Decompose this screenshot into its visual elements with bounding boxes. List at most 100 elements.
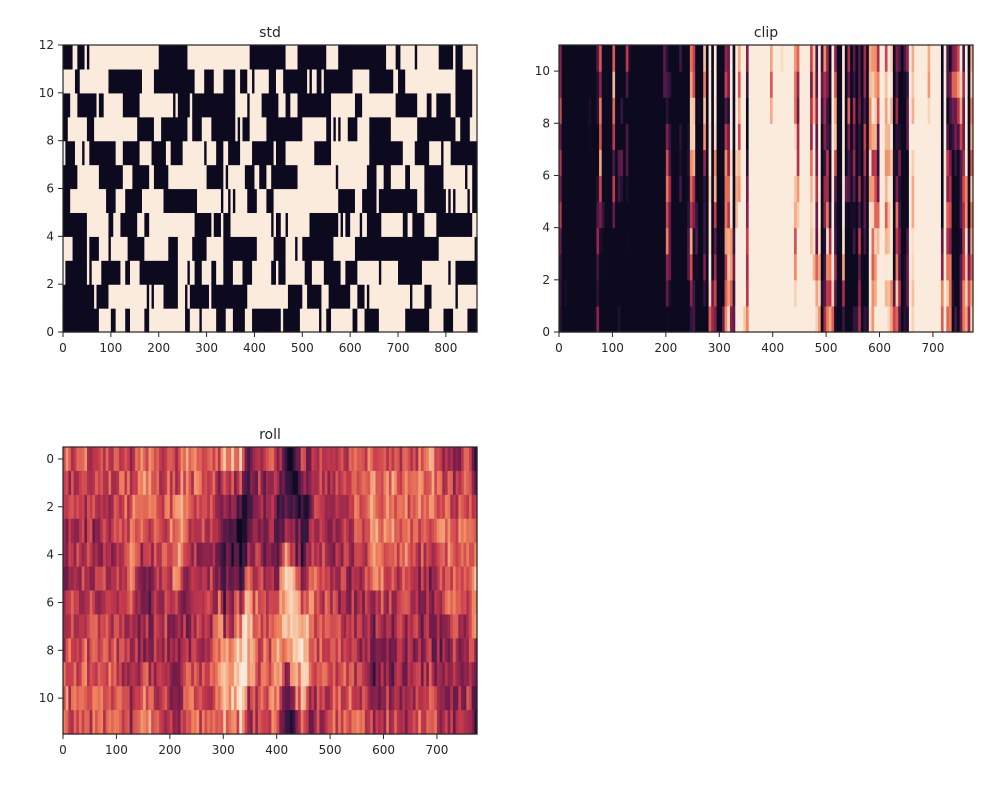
heatmap-cell [206, 188, 210, 214]
heatmap-cell [695, 97, 699, 124]
heatmap-cell [252, 212, 256, 237]
heatmap-cell [450, 308, 454, 333]
heatmap-cell [170, 68, 174, 94]
heatmap-cell [895, 97, 899, 124]
heatmap-cell [908, 71, 913, 98]
heatmap-cell [395, 212, 399, 237]
heatmap-cell [564, 305, 568, 333]
heatmap-cell [951, 71, 955, 98]
heatmap-cell [350, 68, 354, 94]
heatmap-cell [132, 590, 136, 616]
heatmap-cell [847, 253, 851, 281]
heatmap-cell [679, 45, 683, 72]
heatmap-cell [256, 188, 260, 214]
heatmap-cell [583, 279, 587, 307]
heatmap-cell [299, 188, 303, 214]
heatmap-cell [159, 518, 163, 544]
heatmap-cell [906, 227, 910, 255]
heatmap-cell [271, 566, 275, 592]
heatmap-cell [209, 638, 214, 663]
heatmap-cell [631, 201, 635, 229]
heatmap-cell [892, 227, 897, 255]
heatmap-cell [79, 710, 83, 735]
heatmap-cell [259, 284, 263, 309]
heatmap-cell [249, 638, 254, 663]
heatmap-cell [796, 279, 800, 307]
x-tick-label: 100 [99, 341, 122, 355]
heatmap-cell [732, 279, 736, 307]
heatmap-cell [191, 590, 195, 616]
heatmap-cell [264, 45, 268, 70]
heatmap-cell [472, 212, 476, 237]
heatmap-cell [266, 308, 270, 333]
heatmap-cell [173, 92, 177, 118]
heatmap-cell [201, 566, 206, 592]
heatmap-cell [874, 97, 878, 124]
heatmap-cell [235, 236, 239, 261]
heatmap-cell [890, 45, 894, 72]
heatmap-cell [940, 305, 945, 333]
heatmap-cell [175, 68, 179, 94]
heatmap-cell [209, 566, 214, 592]
heatmap-cell [721, 227, 726, 255]
heatmap-cell [366, 140, 370, 166]
heatmap-cell [405, 164, 409, 190]
heatmap-cell [354, 284, 358, 309]
heatmap-cell [743, 305, 747, 333]
heatmap-cell [185, 116, 189, 142]
heatmap-cell [244, 164, 248, 190]
heatmap-cell [852, 175, 857, 203]
heatmap-cell [304, 212, 308, 237]
heatmap-cell [855, 149, 859, 177]
heatmap-cell [232, 164, 236, 190]
heatmap-cell [852, 71, 857, 98]
heatmap-cell [279, 686, 283, 711]
heatmap-cell [241, 470, 246, 496]
heatmap-cell [719, 71, 723, 98]
heatmap-cell [119, 518, 123, 544]
heatmap-cell [775, 201, 779, 229]
heatmap-cell [209, 518, 214, 544]
heatmap-cell [311, 260, 315, 285]
heatmap-cell [342, 92, 346, 118]
heatmap-cell [254, 140, 258, 166]
heatmap-cell [292, 284, 296, 309]
heatmap-cell [850, 201, 854, 229]
heatmap-cell [433, 236, 437, 261]
heatmap-cell [101, 284, 105, 309]
heatmap-cell [287, 590, 291, 616]
y-tick-label: 0 [46, 325, 54, 339]
heatmap-cell [84, 614, 88, 639]
heatmap-cell [292, 188, 296, 214]
heatmap-cell [412, 308, 416, 333]
heatmap-cell [457, 260, 461, 285]
heatmap-cell [868, 253, 873, 281]
heatmap-cell [323, 188, 327, 214]
heatmap-cell [441, 164, 445, 190]
heatmap-cell [268, 68, 272, 94]
heatmap-cell [149, 284, 153, 309]
heatmap-cell [820, 97, 825, 124]
heatmap-cell [927, 305, 931, 333]
heatmap-cell [177, 470, 182, 496]
heatmap-cell [111, 686, 115, 711]
heatmap-cell [868, 97, 873, 124]
heatmap-cell [223, 590, 227, 616]
heatmap-cell [569, 201, 573, 229]
heatmap-cell [636, 175, 640, 203]
heatmap-cell [436, 260, 440, 285]
heatmap-cell [151, 140, 155, 166]
heatmap-cell [292, 542, 296, 568]
heatmap-cell [311, 116, 315, 142]
heatmap-cell [84, 188, 88, 214]
heatmap-cell [266, 116, 270, 142]
heatmap-cell [585, 175, 589, 203]
heatmap-cell [185, 494, 190, 520]
heatmap-cell [199, 518, 203, 544]
heatmap-cell [649, 45, 654, 72]
heatmap-cell [436, 45, 440, 70]
heatmap-cell [644, 227, 648, 255]
heatmap-cell [132, 470, 136, 496]
heatmap-cell [276, 447, 280, 472]
heatmap-cell [177, 236, 181, 261]
